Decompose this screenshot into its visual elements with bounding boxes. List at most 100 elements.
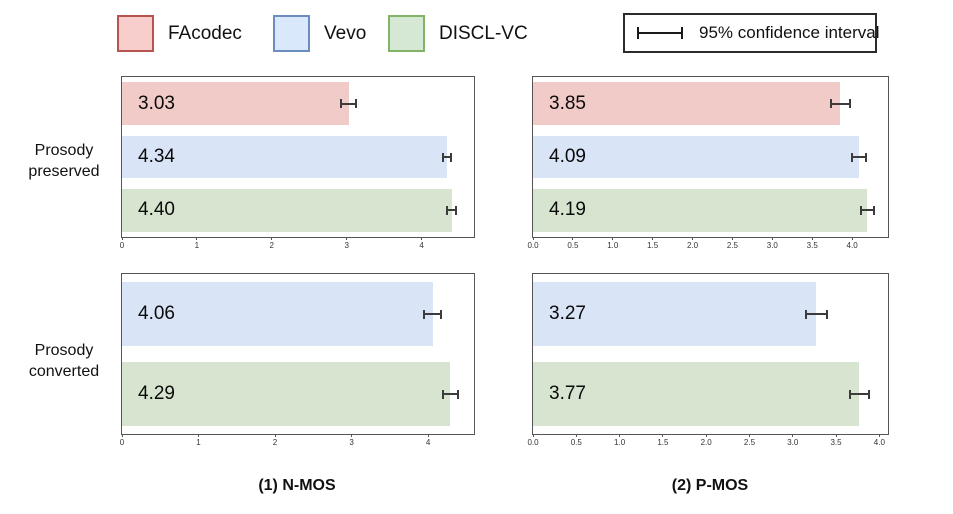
row-label-line: preserved bbox=[28, 163, 100, 180]
x-tick-mark bbox=[612, 237, 614, 240]
bar-value-label: 3.27 bbox=[549, 303, 586, 324]
x-tick-label: 1.0 bbox=[614, 438, 626, 447]
x-tick-label: 0.5 bbox=[570, 438, 582, 447]
x-tick-label: 4.0 bbox=[846, 241, 858, 250]
error-bar-cap bbox=[449, 152, 452, 162]
x-tick-mark bbox=[748, 434, 750, 437]
x-tick-mark bbox=[121, 237, 123, 240]
x-tick-label: 3 bbox=[349, 438, 354, 447]
chart-nmos-prosody-preserved: 3.03 4.34 4.40 0 1 2 3 4 bbox=[120, 76, 475, 250]
row-label-prosody-preserved: Prosody preserved bbox=[8, 140, 120, 182]
x-tick-mark bbox=[346, 237, 348, 240]
row-label-line: Prosody bbox=[34, 342, 94, 359]
bar-value-label: 4.34 bbox=[138, 146, 175, 167]
bar-facodec bbox=[122, 82, 349, 125]
x-tick-label: 0.0 bbox=[527, 438, 539, 447]
error-bar-cap bbox=[423, 309, 426, 319]
x-tick-label: 3.0 bbox=[766, 241, 778, 250]
x-tick-mark bbox=[662, 434, 664, 437]
chart-pmos-prosody-converted: 3.27 3.77 0.0 0.5 1.0 1.5 2.0 2.5 3.0 3.5 4.0 bbox=[527, 273, 889, 447]
error-bar-cap bbox=[446, 205, 449, 215]
x-tick-mark bbox=[811, 237, 813, 240]
bar-vevo bbox=[122, 282, 433, 346]
row-label-prosody-converted: Prosody converted bbox=[8, 340, 120, 382]
x-tick-mark bbox=[198, 434, 200, 437]
confidence-interval-label: 95% confidence interval bbox=[699, 23, 880, 42]
x-tick-label: 2.5 bbox=[743, 438, 756, 447]
x-tick-mark bbox=[792, 434, 794, 437]
error-bar-cap bbox=[340, 99, 343, 109]
legend-label: Vevo bbox=[324, 23, 367, 44]
x-tick-mark bbox=[427, 434, 429, 437]
x-tick-mark bbox=[121, 434, 123, 437]
error-bar-cap bbox=[456, 389, 459, 399]
error-bar-cap bbox=[859, 205, 862, 215]
error-bar bbox=[852, 156, 867, 158]
x-tick-label: 2 bbox=[272, 438, 278, 447]
x-tick-label: 4 bbox=[425, 438, 431, 447]
x-tick-mark bbox=[851, 237, 853, 240]
error-bar-cap bbox=[851, 152, 854, 162]
error-bar bbox=[830, 102, 850, 105]
x-tick-label: 2.0 bbox=[700, 438, 712, 447]
x-tick-mark bbox=[771, 237, 773, 240]
x-tick-label: 4.0 bbox=[873, 438, 885, 447]
error-bar-cap bbox=[865, 152, 868, 162]
chart-nmos-prosody-converted: 4.06 4.29 0 1 2 3 4 bbox=[120, 273, 475, 447]
error-bar-cap bbox=[848, 99, 851, 109]
error-bar bbox=[424, 313, 442, 315]
bar-discl-vc bbox=[533, 189, 868, 232]
legend-label: DISCL-VC bbox=[439, 23, 528, 44]
error-bar bbox=[849, 393, 869, 395]
bar-value-label: 4.19 bbox=[549, 199, 586, 221]
x-tick-label: 1.5 bbox=[657, 438, 669, 447]
x-tick-mark bbox=[731, 237, 733, 240]
error-bar-cap bbox=[848, 389, 851, 399]
error-bar bbox=[805, 313, 827, 315]
x-tick-label: 1 bbox=[194, 241, 200, 250]
x-tick-label: 3.0 bbox=[787, 438, 799, 447]
x-tick-label: 1.5 bbox=[647, 241, 659, 250]
error-bar-cap bbox=[455, 205, 458, 215]
bar-vevo bbox=[533, 135, 860, 179]
bar-value-label: 4.40 bbox=[138, 199, 175, 221]
bar-vevo bbox=[533, 282, 817, 346]
bar-facodec bbox=[533, 82, 841, 125]
legend-label: FAcodec bbox=[168, 23, 242, 44]
vevo-swatch-icon bbox=[273, 15, 310, 52]
column-title-pmos: (2) P-MOS bbox=[671, 477, 749, 494]
error-bar-cap bbox=[440, 309, 443, 319]
x-tick-label: 2.5 bbox=[726, 241, 738, 250]
error-bar bbox=[341, 102, 357, 105]
column-title-nmos: (1) N-MOS bbox=[258, 477, 336, 494]
x-tick-mark bbox=[572, 237, 574, 240]
x-tick-label: 0.0 bbox=[527, 241, 539, 250]
bar-discl-vc bbox=[122, 189, 452, 232]
bar-discl-vc bbox=[533, 362, 860, 426]
legend-item-facodec: FAcodec bbox=[117, 15, 242, 52]
x-tick-mark bbox=[652, 237, 654, 240]
x-tick-label: 2 bbox=[269, 241, 274, 250]
legend-item-vevo: Vevo bbox=[273, 15, 366, 52]
x-tick-mark bbox=[692, 237, 694, 240]
facodec-swatch-icon bbox=[117, 15, 154, 52]
error-bar-cap bbox=[441, 389, 444, 399]
x-tick-label: 2.0 bbox=[686, 241, 699, 250]
error-bar bbox=[860, 209, 874, 212]
x-tick-label: 3 bbox=[344, 241, 349, 250]
error-bar-cap bbox=[867, 389, 870, 399]
row-label-line: converted bbox=[28, 363, 100, 380]
x-tick-label: 0.5 bbox=[567, 241, 579, 250]
bar-value-label: 3.85 bbox=[549, 92, 586, 114]
error-bar-cap bbox=[829, 99, 832, 109]
bar-value-label: 4.09 bbox=[549, 146, 586, 167]
bar-vevo bbox=[122, 135, 448, 179]
error-bar bbox=[443, 156, 451, 158]
error-bar bbox=[442, 393, 458, 395]
error-bar bbox=[447, 209, 457, 212]
discl-vc-swatch-icon bbox=[388, 15, 425, 52]
bar-value-label: 3.77 bbox=[549, 383, 586, 404]
x-tick-mark bbox=[532, 434, 534, 437]
x-tick-mark bbox=[835, 434, 837, 437]
